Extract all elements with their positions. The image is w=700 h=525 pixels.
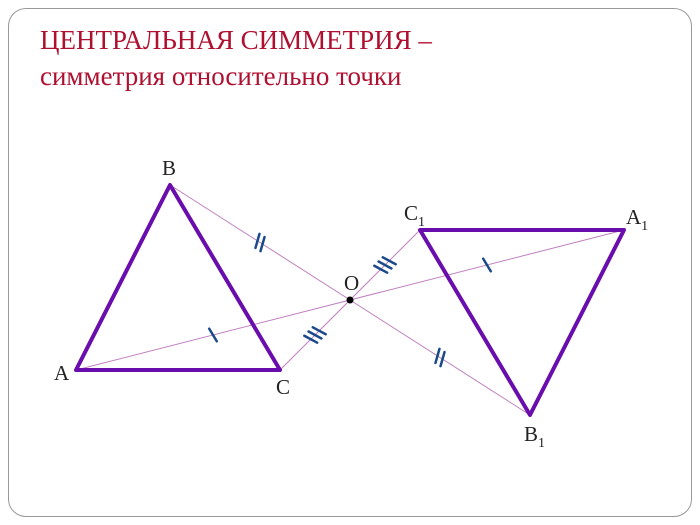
tick-mark	[379, 262, 392, 269]
tick-mark	[304, 336, 317, 343]
vertex-label: C	[276, 375, 290, 399]
vertex-label: C1	[404, 201, 425, 230]
vertex-label: O	[344, 271, 359, 295]
tick-mark	[483, 259, 491, 272]
vertex-label: B1	[524, 422, 545, 451]
triangle	[76, 185, 280, 370]
tick-mark	[261, 237, 265, 251]
tick-mark	[209, 329, 217, 342]
center-point	[347, 297, 354, 304]
tick-mark	[435, 349, 439, 363]
vertex-label: A	[54, 361, 70, 385]
tick-mark	[441, 352, 445, 366]
tick-mark	[309, 332, 322, 339]
geometry-diagram: A B C C1 A1 B1 O	[0, 0, 700, 525]
tick-mark	[313, 327, 326, 334]
vertex-label: A1	[626, 205, 648, 234]
triangle	[420, 230, 624, 415]
tick-mark	[383, 257, 396, 264]
vertex-label: B	[162, 156, 176, 180]
tick-mark	[374, 266, 387, 273]
tick-mark	[255, 234, 259, 248]
